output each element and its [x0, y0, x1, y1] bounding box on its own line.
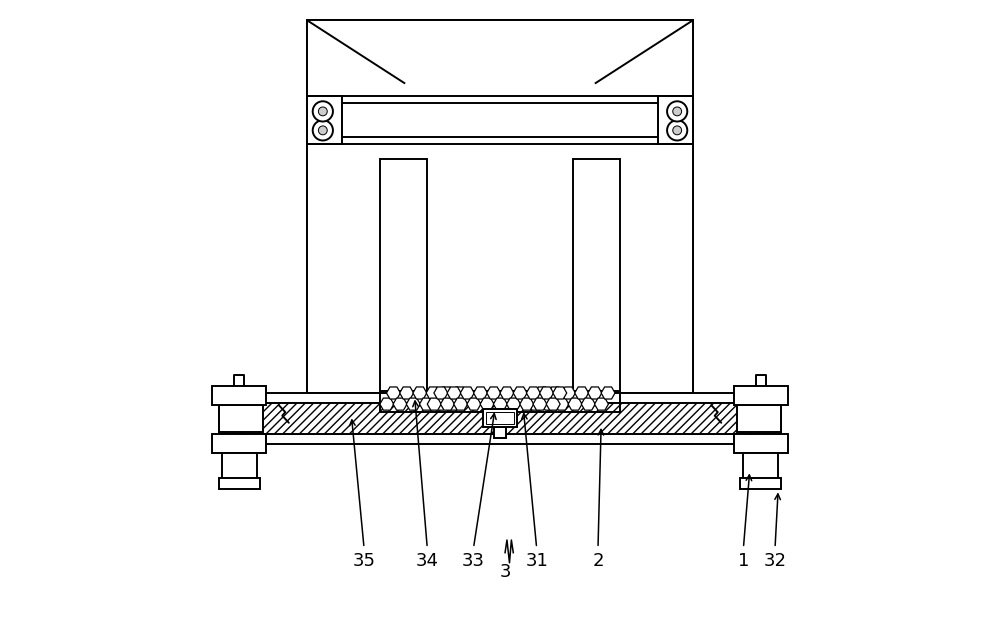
- Text: 1: 1: [738, 552, 749, 570]
- Bar: [743, 453, 778, 479]
- Text: 2: 2: [592, 552, 604, 570]
- Bar: [307, 97, 693, 144]
- Bar: [380, 159, 427, 393]
- Circle shape: [318, 107, 327, 116]
- Bar: [219, 403, 781, 434]
- Polygon shape: [307, 20, 693, 393]
- Bar: [212, 387, 266, 405]
- Circle shape: [313, 120, 333, 140]
- Text: 34: 34: [416, 552, 439, 570]
- Text: 3: 3: [499, 563, 511, 580]
- Bar: [219, 478, 260, 490]
- Bar: [219, 405, 263, 432]
- Circle shape: [318, 126, 327, 135]
- Bar: [737, 405, 781, 432]
- Text: 35: 35: [353, 552, 376, 570]
- Bar: [658, 97, 693, 144]
- Bar: [427, 20, 573, 159]
- Bar: [483, 409, 517, 427]
- Bar: [307, 97, 342, 144]
- Polygon shape: [307, 20, 380, 393]
- Circle shape: [667, 120, 687, 140]
- Bar: [219, 434, 781, 444]
- Text: 33: 33: [462, 552, 485, 570]
- Circle shape: [313, 101, 333, 121]
- Bar: [222, 453, 257, 479]
- Bar: [486, 411, 514, 424]
- Circle shape: [673, 107, 682, 116]
- Polygon shape: [380, 20, 620, 393]
- Bar: [734, 434, 788, 453]
- Bar: [740, 478, 781, 490]
- Text: 32: 32: [764, 552, 787, 570]
- Bar: [380, 391, 620, 411]
- Bar: [307, 20, 693, 393]
- Bar: [494, 427, 506, 438]
- Bar: [734, 387, 788, 405]
- Text: 31: 31: [525, 552, 548, 570]
- Bar: [342, 104, 658, 137]
- Circle shape: [673, 126, 682, 135]
- Bar: [219, 393, 781, 403]
- Polygon shape: [620, 20, 693, 393]
- Bar: [212, 434, 266, 453]
- Circle shape: [667, 101, 687, 121]
